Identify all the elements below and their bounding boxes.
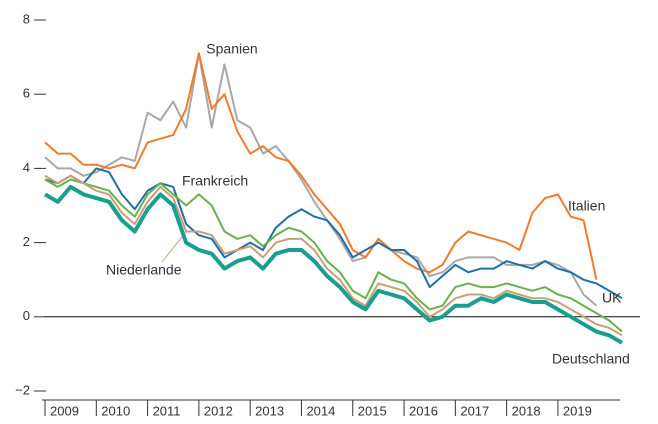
y-tick-label: 6 [23, 86, 30, 101]
series-line [44, 52, 598, 307]
y-tick-label: −2 [15, 382, 30, 397]
x-tick-label: 2014 [306, 403, 335, 418]
x-tick-label: 2016 [409, 403, 438, 418]
x-tick-label: 2009 [50, 403, 79, 418]
series-label: Deutschland [552, 351, 630, 367]
series-line [43, 184, 624, 345]
series-label: UK [602, 290, 622, 306]
series-line [44, 178, 623, 333]
x-tick-label: 2011 [153, 403, 181, 418]
series-line [44, 52, 598, 280]
series-label: Frankreich [182, 173, 248, 189]
series-line [44, 174, 623, 337]
x-tick-label: 2012 [204, 403, 233, 418]
series-line [44, 167, 623, 300]
x-tick-label: 2013 [255, 403, 284, 418]
y-tick-label: 4 [23, 160, 30, 175]
x-tick-label: 2019 [563, 403, 592, 418]
series-label: Spanien [206, 41, 257, 57]
y-tick-label: 2 [23, 234, 30, 249]
series-label: Niederlande [106, 262, 182, 278]
x-tick-label: 2017 [460, 403, 489, 418]
x-tick-label: 2015 [358, 403, 387, 418]
x-tick-label: 2018 [512, 403, 541, 418]
y-tick-label: 8 [23, 11, 30, 26]
label-leader [161, 231, 187, 263]
series-label: Italien [568, 198, 605, 214]
y-tick-label: 0 [23, 308, 30, 323]
x-tick-label: 2010 [101, 403, 130, 418]
